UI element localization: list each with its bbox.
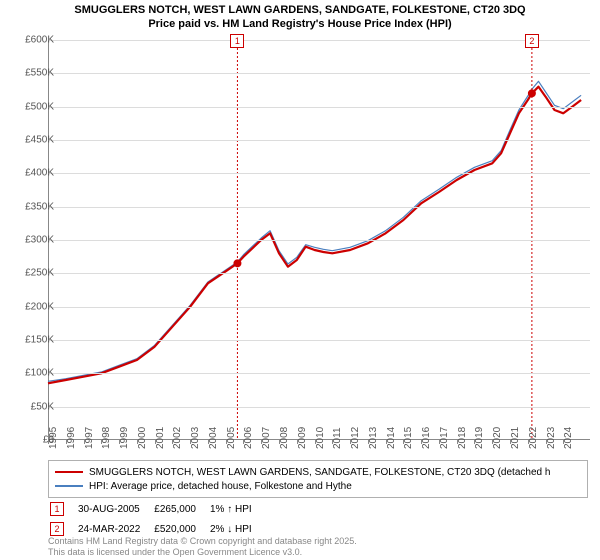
event-marker-dot <box>528 89 536 97</box>
y-axis-label: £200K <box>25 301 54 312</box>
y-axis-label: £100K <box>25 368 54 379</box>
x-axis-label: 2021 <box>510 427 521 449</box>
x-axis-label: 2010 <box>315 427 326 449</box>
x-axis-label: 2022 <box>528 427 539 449</box>
title-line1: SMUGGLERS NOTCH, WEST LAWN GARDENS, SAND… <box>74 4 525 16</box>
gridline <box>48 173 590 174</box>
legend-row: HPI: Average price, detached house, Folk… <box>55 479 581 493</box>
y-axis-label: £500K <box>25 101 54 112</box>
event-number-box: 2 <box>50 522 64 536</box>
x-axis-label: 1999 <box>119 427 130 449</box>
y-axis-label: £600K <box>25 35 54 46</box>
event-table: 130-AUG-2005£265,0001% ↑ HPI224-MAR-2022… <box>48 498 266 540</box>
gridline <box>48 73 590 74</box>
gridline <box>48 107 590 108</box>
chart-title: SMUGGLERS NOTCH, WEST LAWN GARDENS, SAND… <box>0 4 600 32</box>
footnote-line1: Contains HM Land Registry data © Crown c… <box>48 536 357 546</box>
x-axis-label: 2005 <box>226 427 237 449</box>
legend-row: SMUGGLERS NOTCH, WEST LAWN GARDENS, SAND… <box>55 465 581 479</box>
x-axis-label: 2012 <box>350 427 361 449</box>
x-axis-label: 2013 <box>368 427 379 449</box>
y-axis-label: £250K <box>25 268 54 279</box>
x-axis-label: 2003 <box>190 427 201 449</box>
series-line <box>48 87 581 384</box>
y-axis-label: £350K <box>25 201 54 212</box>
table-row: 1 30-AUG-2005£265,0001% ↑ HPI <box>50 500 264 518</box>
x-axis-label: 2020 <box>492 427 503 449</box>
y-axis-label: £0 <box>43 435 54 446</box>
x-axis-label: 2008 <box>279 427 290 449</box>
y-axis-label: £400K <box>25 168 54 179</box>
x-axis-label: 2023 <box>546 427 557 449</box>
x-axis-label: 2001 <box>155 427 166 449</box>
chart-plot-area: 1995199619971998199920002001200220032004… <box>48 40 590 440</box>
x-axis-label: 2018 <box>457 427 468 449</box>
x-axis-label: 2017 <box>439 427 450 449</box>
event-price: £265,000 <box>154 500 208 518</box>
title-line2: Price paid vs. HM Land Registry's House … <box>148 18 451 30</box>
footnote: Contains HM Land Registry data © Crown c… <box>48 536 357 558</box>
gridline <box>48 340 590 341</box>
x-axis-label: 2011 <box>332 427 343 449</box>
y-axis-label: £50K <box>31 401 54 412</box>
x-axis-label: 2007 <box>261 427 272 449</box>
x-axis-label: 2002 <box>172 427 183 449</box>
y-axis-label: £150K <box>25 335 54 346</box>
x-axis-label: 2016 <box>421 427 432 449</box>
event-number-box: 2 <box>525 34 539 48</box>
y-axis-label: £450K <box>25 135 54 146</box>
gridline <box>48 207 590 208</box>
legend-label: HPI: Average price, detached house, Folk… <box>89 481 352 492</box>
event-delta: 1% ↑ HPI <box>210 500 264 518</box>
x-axis-label: 2006 <box>243 427 254 449</box>
gridline <box>48 407 590 408</box>
legend: SMUGGLERS NOTCH, WEST LAWN GARDENS, SAND… <box>48 460 588 498</box>
gridline <box>48 373 590 374</box>
y-axis-label: £300K <box>25 235 54 246</box>
series-line <box>48 81 581 381</box>
gridline <box>48 307 590 308</box>
gridline <box>48 273 590 274</box>
x-axis-label: 1998 <box>101 427 112 449</box>
x-axis-label: 2004 <box>208 427 219 449</box>
event-number-box: 1 <box>50 502 64 516</box>
legend-label: SMUGGLERS NOTCH, WEST LAWN GARDENS, SAND… <box>89 467 550 478</box>
event-number-box: 1 <box>230 34 244 48</box>
gridline <box>48 240 590 241</box>
x-axis-label: 2014 <box>386 427 397 449</box>
event-date: 30-AUG-2005 <box>78 500 152 518</box>
legend-swatch <box>55 485 83 486</box>
event-marker-dot <box>233 259 241 267</box>
gridline <box>48 140 590 141</box>
footnote-line2: This data is licensed under the Open Gov… <box>48 547 302 557</box>
x-axis-label: 2000 <box>137 427 148 449</box>
x-axis-label: 2015 <box>403 427 414 449</box>
x-axis-label: 2024 <box>563 427 574 449</box>
x-axis-label: 1997 <box>84 427 95 449</box>
y-axis-label: £550K <box>25 68 54 79</box>
x-axis-label: 1996 <box>66 427 77 449</box>
x-axis-label: 2019 <box>474 427 485 449</box>
x-axis-label: 2009 <box>297 427 308 449</box>
legend-swatch <box>55 471 83 473</box>
gridline <box>48 40 590 41</box>
